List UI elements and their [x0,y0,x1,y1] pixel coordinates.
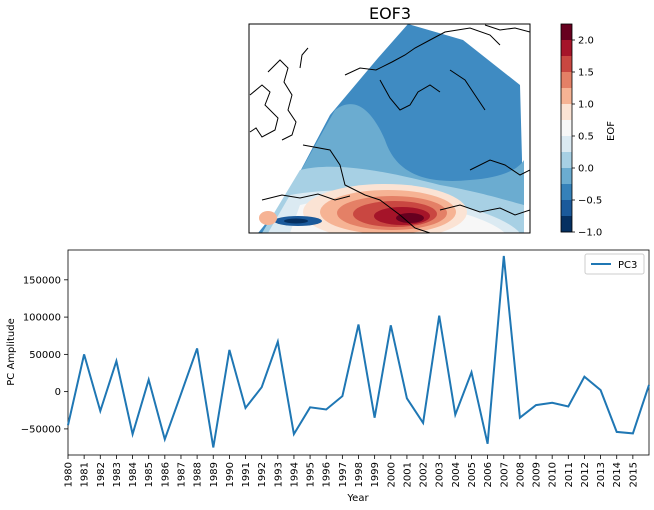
x-tick-label: 2002 [419,462,430,487]
colorbar-band [561,120,572,137]
legend: PC3 [584,253,645,275]
x-tick-label: 1993 [273,462,284,487]
y-tick-label: 150000 [23,275,61,286]
colorbar [561,24,572,233]
y-tick-label: 100000 [23,313,61,324]
x-tick-label: 2003 [435,462,446,487]
colorbar-band [561,56,572,73]
x-axis: 1980 1981 1982 1983 1984 1985 1986 1987 1988 1989… [64,455,639,487]
colorbar-band [561,216,572,233]
colorbar-band [561,24,572,41]
x-tick-label: 1999 [370,462,381,487]
x-tick-label: 1992 [257,462,268,487]
colorbar-band [561,40,572,57]
colorbar-band [561,88,572,105]
x-tick-label: 2012 [580,462,591,487]
y-axis-label: PC Amplitude [6,318,17,385]
colorbar-band [561,152,572,169]
colorbar-ticks: 2.0 1.5 1.0 0.5 0.0 −0.5 −1.0 [572,36,602,239]
x-tick-label: 2014 [612,462,623,487]
colorbar-tick-label: 1.0 [578,100,594,111]
colorbar-tick-label: 0.5 [578,132,594,143]
x-tick-label: 1988 [193,462,204,487]
x-tick-label: 2000 [386,462,397,487]
eof-positive-core [396,213,424,223]
colorbar-band [561,72,572,89]
colorbar-tick-label: 0.0 [578,164,594,175]
x-tick-label: 2013 [596,462,607,487]
eof-negative-core [284,218,308,224]
map-title: EOF3 [369,4,411,23]
map-frame [248,23,531,234]
x-tick-label: 2007 [499,462,510,487]
x-tick-label: 1984 [128,462,139,487]
colorbar-tick-label: 2.0 [578,36,594,47]
x-tick-label: 1983 [112,462,123,487]
x-tick-label: 1982 [96,462,107,487]
x-tick-label: 2010 [548,462,559,487]
x-tick-label: 1997 [338,462,349,487]
colorbar-band [561,136,572,153]
x-tick-label: 1989 [209,462,220,487]
eof-small-positive [259,211,277,225]
x-tick-label: 1987 [176,462,187,487]
series-layer [67,255,650,448]
colorbar-band [561,200,572,217]
legend-label: PC3 [618,260,637,271]
colorbar-band [561,184,572,201]
y-tick-label: 50000 [29,350,61,361]
x-tick-label: 1985 [144,462,155,487]
x-tick-label: 1986 [160,462,171,487]
x-tick-label: 1995 [306,462,317,487]
series-line-pc3 [67,255,650,448]
x-tick-label: 2011 [564,462,575,487]
y-axis: −50000 0 50000 100000 150000 [21,275,68,435]
y-tick-label: 0 [55,387,61,398]
x-tick-label: 2005 [467,462,478,487]
plot-area [67,249,650,456]
legend-box [584,253,645,275]
x-tick-label: 2008 [515,462,526,487]
x-tick-label: 1990 [225,462,236,487]
coastlines [249,24,530,233]
colorbar-band [561,168,572,185]
x-tick-label: 1994 [289,462,300,487]
x-axis-label: Year [346,493,369,504]
x-tick-label: 1981 [80,462,91,487]
colorbar-frame [560,23,573,233]
x-tick-label: 1980 [64,462,75,487]
x-tick-label: 2006 [483,462,494,487]
x-tick-label: 2004 [451,462,462,487]
y-tick-label: −50000 [21,424,61,435]
x-tick-label: 2001 [402,462,413,487]
x-tick-label: 2015 [628,462,639,487]
colorbar-band [561,104,572,121]
x-tick-label: 1996 [322,462,333,487]
colorbar-tick-label: −1.0 [578,228,602,239]
colorbar-tick-label: −0.5 [578,196,602,207]
colorbar-tick-label: 1.5 [578,68,594,79]
colorbar-label: EOF [606,121,617,141]
x-tick-label: 1998 [354,462,365,487]
x-tick-label: 2009 [532,462,543,487]
x-tick-label: 1991 [241,462,252,487]
eof-map [249,24,530,233]
